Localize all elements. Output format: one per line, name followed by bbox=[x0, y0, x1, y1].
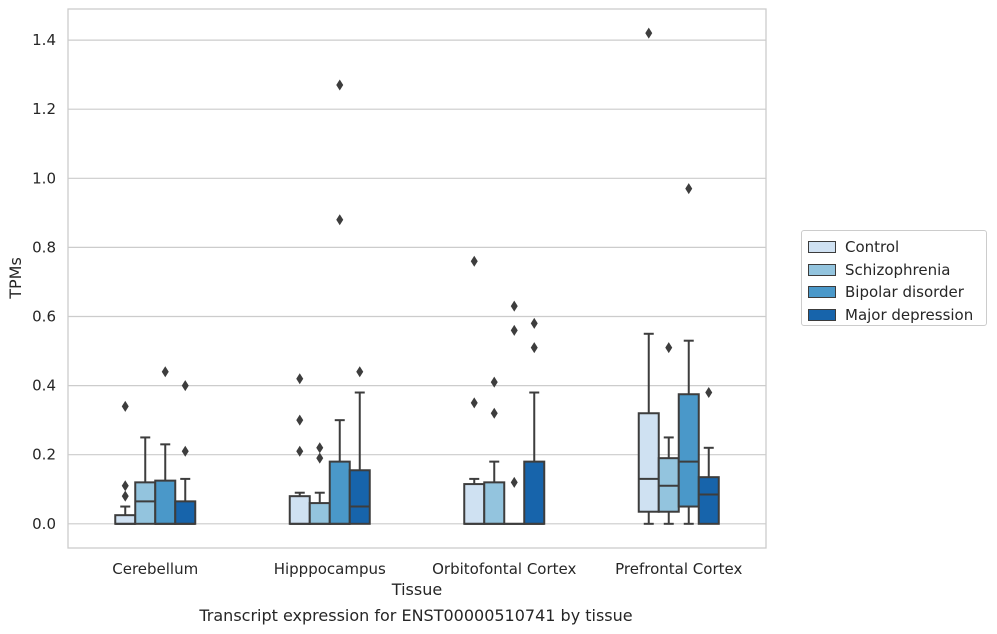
outlier-point bbox=[296, 445, 304, 457]
legend: Control Schizophrenia Bipolar disorder M… bbox=[801, 230, 987, 326]
legend-swatch-major-depression bbox=[808, 308, 836, 321]
legend-item-major-depression: Major depression bbox=[808, 304, 986, 327]
outlier-point bbox=[296, 414, 304, 426]
box-body bbox=[308, 502, 331, 525]
box-body bbox=[348, 469, 371, 525]
box-series bbox=[114, 27, 720, 525]
box-bipolar-disorder bbox=[328, 79, 351, 525]
box-bipolar-disorder bbox=[154, 366, 177, 525]
legend-swatch-bipolar-disorder bbox=[808, 286, 836, 299]
legend-swatch-control bbox=[808, 241, 836, 254]
outlier-point bbox=[510, 476, 518, 488]
y-tick-label: 0.8 bbox=[32, 238, 56, 256]
outlier-point bbox=[665, 342, 673, 354]
outlier-point bbox=[705, 387, 713, 399]
plot-frame bbox=[67, 8, 767, 549]
outlier-point bbox=[316, 452, 324, 464]
box-control bbox=[463, 255, 486, 525]
outlier-point bbox=[530, 317, 538, 329]
box-body bbox=[677, 393, 700, 508]
y-tick-labels: 0.0 0.2 0.4 0.6 0.8 1.0 1.2 1.4 bbox=[32, 31, 56, 533]
box-schizophrenia bbox=[483, 376, 506, 525]
y-tick-label: 0.6 bbox=[32, 308, 56, 326]
legend-item-schizophrenia: Schizophrenia bbox=[808, 259, 986, 282]
box-major-depression bbox=[348, 366, 371, 525]
legend-item-bipolar-disorder: Bipolar disorder bbox=[808, 281, 986, 304]
box-body bbox=[483, 481, 506, 525]
outlier-point bbox=[510, 300, 518, 312]
legend-label-control: Control bbox=[845, 238, 900, 257]
outlier-point bbox=[296, 373, 304, 385]
box-major-depression bbox=[523, 317, 546, 525]
legend-swatch-schizophrenia bbox=[808, 263, 836, 276]
box-body bbox=[523, 460, 546, 525]
outlier-point bbox=[121, 490, 129, 502]
box-schizophrenia bbox=[657, 342, 680, 525]
x-tick-labels: Cerebellum Hipppocampus Orbitofontal Corte… bbox=[112, 560, 742, 578]
outlier-point bbox=[336, 79, 344, 91]
outlier-point bbox=[685, 183, 693, 195]
outlier-point bbox=[645, 27, 653, 39]
grid-lines bbox=[68, 39, 766, 525]
box-control bbox=[114, 400, 137, 525]
box-body bbox=[328, 460, 351, 525]
x-tick-label: Prefrontal Cortex bbox=[615, 560, 742, 578]
outlier-point bbox=[356, 366, 364, 378]
outlier-point bbox=[530, 342, 538, 354]
x-tick-label: Orbitofontal Cortex bbox=[432, 560, 576, 578]
box-control bbox=[637, 27, 660, 525]
y-tick-label: 1.2 bbox=[32, 100, 56, 118]
box-body bbox=[697, 476, 720, 525]
outlier-point bbox=[490, 407, 498, 419]
outlier-point bbox=[510, 324, 518, 336]
box-body bbox=[174, 500, 197, 525]
outlier-point bbox=[316, 442, 324, 454]
legend-label-schizophrenia: Schizophrenia bbox=[845, 260, 951, 279]
outlier-point bbox=[470, 255, 478, 267]
x-tick-label: Cerebellum bbox=[112, 560, 198, 578]
box-body bbox=[637, 412, 660, 513]
box-body bbox=[154, 479, 177, 525]
y-tick-label: 0.4 bbox=[32, 377, 56, 395]
box-control bbox=[288, 373, 311, 525]
box-body bbox=[288, 495, 311, 525]
x-tick-label: Hipppocampus bbox=[274, 560, 386, 578]
outlier-point bbox=[161, 366, 169, 378]
y-tick-label: 0.2 bbox=[32, 446, 56, 464]
box-bipolar-disorder bbox=[503, 300, 526, 525]
legend-item-control: Control bbox=[808, 236, 986, 259]
box-major-depression bbox=[697, 387, 720, 525]
box-major-depression bbox=[174, 380, 197, 525]
legend-label-major-depression: Major depression bbox=[845, 305, 974, 324]
outlier-point bbox=[181, 445, 189, 457]
outlier-point bbox=[490, 376, 498, 388]
y-tick-label: 1.4 bbox=[32, 31, 56, 49]
y-tick-label: 0.0 bbox=[32, 515, 56, 533]
y-tick-label: 1.0 bbox=[32, 169, 56, 187]
y-axis-label: TPMs bbox=[6, 257, 25, 300]
outlier-point bbox=[121, 480, 129, 492]
outlier-point bbox=[181, 380, 189, 392]
box-body bbox=[463, 483, 486, 525]
legend-label-bipolar-disorder: Bipolar disorder bbox=[845, 283, 964, 302]
outlier-point bbox=[336, 214, 344, 226]
outlier-point bbox=[121, 400, 129, 412]
x-axis-label: Tissue bbox=[391, 580, 442, 599]
outlier-point bbox=[470, 397, 478, 409]
box-bipolar-disorder bbox=[677, 183, 700, 525]
box-body bbox=[114, 514, 137, 525]
box-schizophrenia bbox=[134, 436, 157, 525]
box-body bbox=[134, 481, 157, 525]
chart-caption: Transcript expression for ENST0000051074… bbox=[199, 606, 633, 625]
